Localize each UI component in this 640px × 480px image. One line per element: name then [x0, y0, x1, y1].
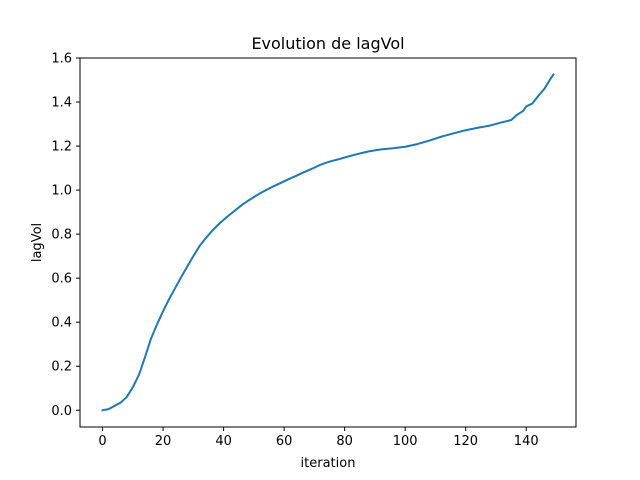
y-tick-label: 1.4 — [51, 96, 72, 111]
x-tick-label: 100 — [393, 434, 418, 449]
y-tick-label: 1.0 — [51, 184, 72, 199]
y-tick-label: 0.0 — [51, 404, 72, 419]
plot-frame — [79, 57, 577, 428]
x-axis-title: iteration — [301, 456, 356, 471]
x-tick-label: 60 — [276, 434, 293, 449]
lagvol-series-line — [101, 73, 555, 412]
x-tick-label: 80 — [336, 434, 353, 449]
y-axis-title: lagVol — [30, 223, 45, 262]
y-tick-label: 1.2 — [51, 140, 72, 155]
x-tick-label: 20 — [155, 434, 172, 449]
y-axis-ticks: 0.0 0.2 0.4 0.6 0.8 1.0 1.2 1.4 1.6 — [51, 52, 80, 419]
x-tick-label: 40 — [215, 434, 232, 449]
y-tick-label: 1.6 — [51, 52, 72, 67]
y-tick-label: 0.6 — [51, 272, 72, 287]
x-tick-label: 140 — [514, 434, 539, 449]
x-tick-label: 120 — [453, 434, 478, 449]
y-tick-label: 0.2 — [51, 360, 72, 375]
x-axis-ticks: 0 20 40 60 80 100 120 140 — [98, 427, 539, 449]
y-tick-label: 0.4 — [51, 316, 72, 331]
chart-title: Evolution de lagVol — [251, 34, 404, 53]
plot-background — [80, 58, 576, 427]
y-tick-label: 0.8 — [51, 228, 72, 243]
x-tick-label: 0 — [98, 434, 106, 449]
